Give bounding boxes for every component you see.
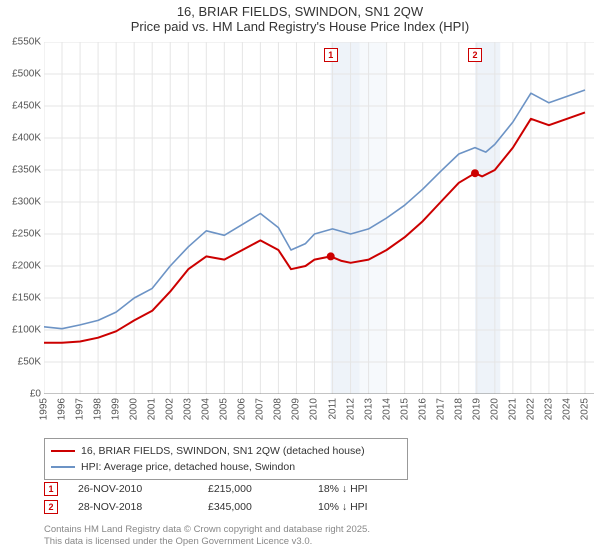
x-tick-label: 2009 bbox=[291, 398, 302, 420]
x-tick-label: 1999 bbox=[111, 398, 122, 420]
y-tick-label: £300K bbox=[12, 197, 41, 208]
x-tick-label: 2016 bbox=[417, 398, 428, 420]
x-tick-label: 2001 bbox=[147, 398, 158, 420]
legend-label: HPI: Average price, detached house, Swin… bbox=[81, 461, 295, 473]
x-tick-label: 1997 bbox=[75, 398, 86, 420]
x-tick-label: 1995 bbox=[39, 398, 50, 420]
event-date: 28-NOV-2018 bbox=[78, 501, 208, 513]
footer-line1: Contains HM Land Registry data © Crown c… bbox=[44, 524, 370, 536]
x-tick-label: 2003 bbox=[183, 398, 194, 420]
x-tick-label: 2024 bbox=[561, 398, 572, 420]
y-tick-label: £400K bbox=[12, 133, 41, 144]
x-tick-label: 2002 bbox=[165, 398, 176, 420]
x-tick-label: 2007 bbox=[255, 398, 266, 420]
x-tick-label: 2005 bbox=[219, 398, 230, 420]
x-tick-label: 2015 bbox=[399, 398, 410, 420]
event-price: £215,000 bbox=[208, 483, 318, 495]
x-tick-label: 2013 bbox=[363, 398, 374, 420]
x-tick-label: 1996 bbox=[57, 398, 68, 420]
x-tick-label: 1998 bbox=[93, 398, 104, 420]
x-tick-label: 2000 bbox=[129, 398, 140, 420]
event-marker-1: 1 bbox=[324, 48, 338, 62]
event-row: 2 28-NOV-2018£345,00010% ↓ HPI bbox=[44, 498, 368, 516]
event-marker-box: 2 bbox=[44, 500, 58, 514]
x-tick-label: 2008 bbox=[273, 398, 284, 420]
legend-label: 16, BRIAR FIELDS, SWINDON, SN1 2QW (deta… bbox=[81, 445, 365, 457]
y-tick-label: £550K bbox=[12, 37, 41, 48]
x-tick-label: 2025 bbox=[579, 398, 590, 420]
legend-row: HPI: Average price, detached house, Swin… bbox=[51, 459, 401, 475]
y-tick-label: £200K bbox=[12, 261, 41, 272]
y-axis: £0£50K£100K£150K£200K£250K£300K£350K£400… bbox=[0, 42, 44, 394]
event-marker-box: 1 bbox=[44, 482, 58, 496]
y-tick-label: £350K bbox=[12, 165, 41, 176]
event-delta: 10% ↓ HPI bbox=[318, 501, 368, 513]
chart-area: 12 bbox=[44, 42, 594, 394]
x-tick-label: 2021 bbox=[507, 398, 518, 420]
x-tick-label: 2011 bbox=[327, 398, 338, 420]
x-tick-label: 2022 bbox=[525, 398, 536, 420]
y-tick-label: £500K bbox=[12, 69, 41, 80]
y-tick-label: £50K bbox=[18, 357, 41, 368]
title-subtitle: Price paid vs. HM Land Registry's House … bbox=[0, 19, 600, 34]
footer: Contains HM Land Registry data © Crown c… bbox=[44, 524, 370, 549]
legend-swatch bbox=[51, 466, 75, 468]
y-tick-label: £450K bbox=[12, 101, 41, 112]
y-tick-label: £100K bbox=[12, 325, 41, 336]
x-tick-label: 2019 bbox=[471, 398, 482, 420]
x-tick-label: 2006 bbox=[237, 398, 248, 420]
chart-svg bbox=[44, 42, 594, 394]
title-block: 16, BRIAR FIELDS, SWINDON, SN1 2QW Price… bbox=[0, 0, 600, 34]
x-tick-label: 2012 bbox=[345, 398, 356, 420]
legend-swatch bbox=[51, 450, 75, 453]
y-tick-label: £250K bbox=[12, 229, 41, 240]
event-price: £345,000 bbox=[208, 501, 318, 513]
x-axis: 1995199619971998199920002001200220032004… bbox=[44, 394, 594, 440]
event-date: 26-NOV-2010 bbox=[78, 483, 208, 495]
footer-line2: This data is licensed under the Open Gov… bbox=[44, 536, 370, 548]
title-address: 16, BRIAR FIELDS, SWINDON, SN1 2QW bbox=[0, 4, 600, 19]
event-row: 1 26-NOV-2010£215,00018% ↓ HPI bbox=[44, 480, 368, 498]
event-delta: 18% ↓ HPI bbox=[318, 483, 368, 495]
events-table: 1 26-NOV-2010£215,00018% ↓ HPI 2 28-NOV-201… bbox=[44, 480, 368, 516]
x-tick-label: 2014 bbox=[381, 398, 392, 420]
legend-row: 16, BRIAR FIELDS, SWINDON, SN1 2QW (deta… bbox=[51, 443, 401, 459]
x-tick-label: 2017 bbox=[435, 398, 446, 420]
x-tick-label: 2023 bbox=[543, 398, 554, 420]
x-tick-label: 2020 bbox=[489, 398, 500, 420]
x-tick-label: 2010 bbox=[309, 398, 320, 420]
chart-container: 16, BRIAR FIELDS, SWINDON, SN1 2QW Price… bbox=[0, 0, 600, 560]
legend-box: 16, BRIAR FIELDS, SWINDON, SN1 2QW (deta… bbox=[44, 438, 408, 480]
event-marker-2: 2 bbox=[468, 48, 482, 62]
x-tick-label: 2018 bbox=[453, 398, 464, 420]
y-tick-label: £150K bbox=[12, 293, 41, 304]
x-tick-label: 2004 bbox=[201, 398, 212, 420]
